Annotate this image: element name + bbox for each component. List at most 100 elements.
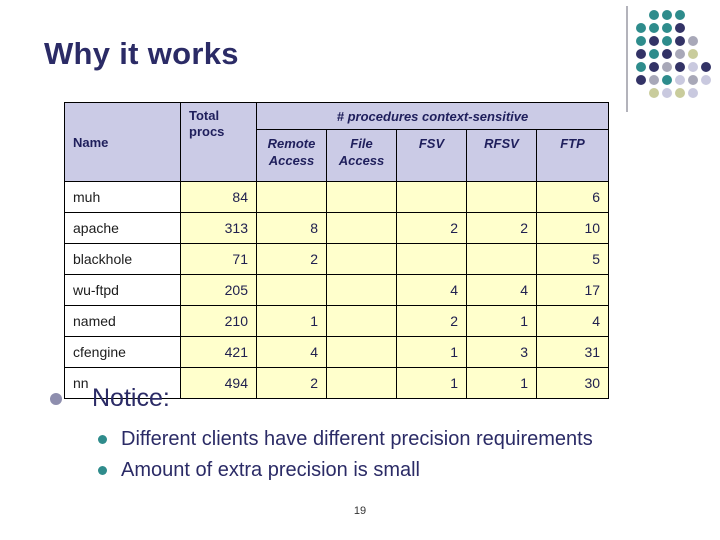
row-value: 2 bbox=[256, 367, 327, 399]
sub-bullet-circle-icon bbox=[98, 466, 107, 475]
dark-dot bbox=[649, 62, 659, 72]
teal-dot bbox=[649, 23, 659, 33]
gray-dot bbox=[688, 75, 698, 85]
teal-dot bbox=[662, 23, 672, 33]
teal-dot bbox=[649, 49, 659, 59]
row-value: 1 bbox=[396, 336, 467, 368]
gray-dot bbox=[688, 36, 698, 46]
dark-dot bbox=[649, 36, 659, 46]
col-header-remote-access: Remote Access bbox=[256, 129, 327, 182]
table-row: nn 494 2 1 1 30 bbox=[64, 367, 610, 399]
dark-dot bbox=[675, 36, 685, 46]
table-row: muh 84 6 bbox=[64, 181, 610, 213]
teal-dot bbox=[662, 36, 672, 46]
lavender-dot bbox=[662, 88, 672, 98]
table-row: cfengine 421 4 1 3 31 bbox=[64, 336, 610, 368]
decor-vertical-line bbox=[626, 6, 628, 112]
col-header-name: Name bbox=[64, 102, 181, 182]
row-value bbox=[466, 243, 537, 275]
row-value: 2 bbox=[466, 212, 537, 244]
table-header-row-sub: Remote Access File Access FSV RFSV FTP bbox=[65, 129, 610, 182]
page-title: Why it works bbox=[44, 36, 239, 71]
gray-dot bbox=[649, 75, 659, 85]
table-row: apache 313 8 2 2 10 bbox=[64, 212, 610, 244]
col-header-ftp: FTP bbox=[535, 129, 610, 182]
lavender-dot bbox=[688, 62, 698, 72]
lavender-dot bbox=[688, 88, 698, 98]
row-name: nn bbox=[64, 367, 181, 399]
sub-bullet-item: Different clients have different precisi… bbox=[98, 428, 593, 451]
row-total-procs: 84 bbox=[180, 181, 257, 213]
dot-grid bbox=[636, 10, 714, 101]
row-value bbox=[396, 181, 467, 213]
row-name: apache bbox=[64, 212, 181, 244]
row-value: 1 bbox=[396, 367, 467, 399]
row-value bbox=[326, 367, 397, 399]
row-value: 31 bbox=[535, 336, 610, 368]
row-value: 4 bbox=[466, 274, 537, 306]
row-name: blackhole bbox=[64, 243, 181, 275]
lavender-dot bbox=[701, 75, 711, 85]
row-value bbox=[326, 274, 397, 306]
procedures-table: Name Total procs # procedures context-se… bbox=[64, 102, 610, 399]
dark-dot bbox=[662, 49, 672, 59]
row-name: muh bbox=[64, 181, 181, 213]
sub-bullet-text: Different clients have different precisi… bbox=[121, 428, 593, 450]
teal-dot bbox=[662, 75, 672, 85]
notice-bullet-item: Notice: bbox=[50, 384, 170, 413]
row-name: named bbox=[64, 305, 181, 337]
row-value: 1 bbox=[466, 367, 537, 399]
gray-dot bbox=[675, 49, 685, 59]
row-total-procs: 494 bbox=[180, 367, 257, 399]
row-value bbox=[396, 243, 467, 275]
notice-label: Notice: bbox=[92, 384, 170, 412]
green-dot bbox=[675, 88, 685, 98]
row-value: 2 bbox=[396, 212, 467, 244]
row-total-procs: 210 bbox=[180, 305, 257, 337]
teal-dot bbox=[636, 62, 646, 72]
dark-dot bbox=[636, 49, 646, 59]
table-row: wu-ftpd 205 4 4 17 bbox=[64, 274, 610, 306]
row-value: 2 bbox=[396, 305, 467, 337]
row-value: 4 bbox=[535, 305, 610, 337]
table-body: muh 84 6 apache 313 8 2 2 10 blackhole 71 2 5 wu-ftpd… bbox=[64, 181, 610, 399]
table-row: blackhole 71 2 5 bbox=[64, 243, 610, 275]
teal-dot bbox=[662, 10, 672, 20]
row-total-procs: 313 bbox=[180, 212, 257, 244]
page-number: 19 bbox=[353, 505, 367, 517]
row-value bbox=[466, 181, 537, 213]
sub-bullet-item: Amount of extra precision is small bbox=[98, 459, 420, 482]
row-value: 8 bbox=[256, 212, 327, 244]
teal-dot bbox=[636, 36, 646, 46]
row-total-procs: 421 bbox=[180, 336, 257, 368]
row-value bbox=[256, 274, 327, 306]
row-value bbox=[326, 243, 397, 275]
table-header-row-top: Name Total procs # procedures context-se… bbox=[64, 102, 610, 182]
row-value: 10 bbox=[535, 212, 610, 244]
col-header-fsv: FSV bbox=[396, 129, 467, 182]
row-total-procs: 205 bbox=[180, 274, 257, 306]
col-header-file-access: File Access bbox=[326, 129, 397, 182]
row-value bbox=[326, 212, 397, 244]
green-dot bbox=[688, 49, 698, 59]
gray-dot bbox=[662, 62, 672, 72]
dark-dot bbox=[701, 62, 711, 72]
row-value bbox=[326, 181, 397, 213]
sub-bullet-circle-icon bbox=[98, 435, 107, 444]
row-value: 2 bbox=[256, 243, 327, 275]
row-total-procs: 71 bbox=[180, 243, 257, 275]
row-value: 17 bbox=[535, 274, 610, 306]
group-header-context-sensitive: # procedures context-sensitive bbox=[255, 102, 610, 130]
row-value bbox=[256, 181, 327, 213]
dark-dot bbox=[675, 23, 685, 33]
row-value: 1 bbox=[466, 305, 537, 337]
teal-dot bbox=[649, 10, 659, 20]
row-value: 6 bbox=[535, 181, 610, 213]
dark-dot bbox=[636, 75, 646, 85]
row-value: 3 bbox=[466, 336, 537, 368]
row-value bbox=[326, 336, 397, 368]
dark-dot bbox=[675, 62, 685, 72]
row-value bbox=[326, 305, 397, 337]
table-row: named 210 1 2 1 4 bbox=[64, 305, 610, 337]
